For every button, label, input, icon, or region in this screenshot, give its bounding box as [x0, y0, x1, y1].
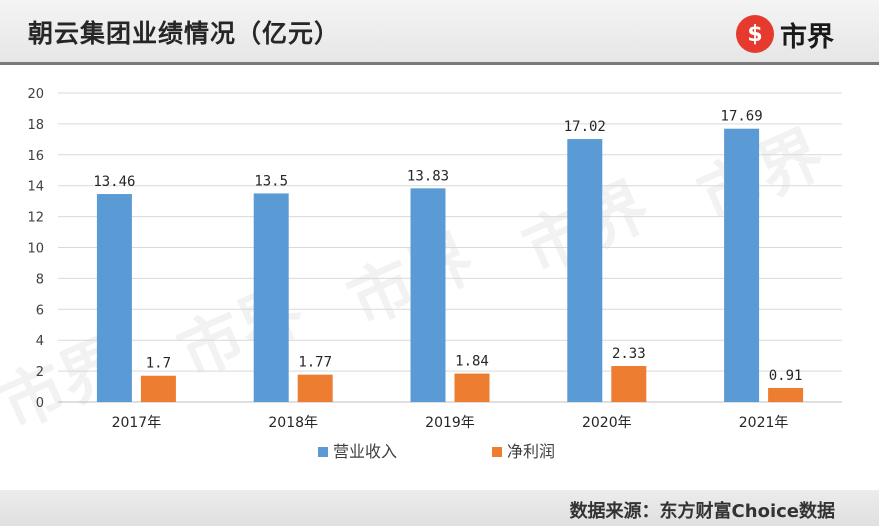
legend-swatch — [318, 447, 328, 457]
chart-legend: 营业收入 净利润 — [318, 442, 555, 461]
data-label: 0.91 — [769, 368, 803, 384]
bar-revenue — [724, 128, 760, 402]
legend-label: 净利润 — [507, 442, 555, 461]
watermark-text-1: 市界 — [168, 273, 315, 393]
data-label: 1.7 — [146, 356, 171, 372]
y-tick-label: 8 — [36, 272, 44, 287]
y-tick-label: 10 — [27, 242, 44, 257]
chart-gridlines — [58, 92, 842, 403]
bar-net-profit — [297, 374, 333, 402]
legend-label: 营业收入 — [333, 442, 397, 461]
y-axis-ticks: 0 2 4 6 8 10 12 14 16 18 20 — [27, 87, 44, 411]
chart-bars: 13.46 1.7 13.5 1.77 13.83 1.84 17.02 2.33 17.69 0… — [93, 109, 804, 402]
bar-net-profit — [768, 387, 804, 402]
y-tick-label: 2 — [36, 365, 44, 380]
watermark-text-4: 市界 — [688, 117, 835, 237]
x-tick-label: 2018年 — [268, 415, 318, 431]
y-tick-label: 12 — [27, 211, 44, 226]
data-label: 1.84 — [455, 354, 489, 370]
x-axis-labels: 2017年 2018年 2019年 2020年 2021年 — [112, 415, 789, 431]
data-label: 13.46 — [93, 174, 135, 190]
bar-revenue — [253, 193, 289, 402]
shijie-logo-icon: $ — [736, 15, 774, 53]
brand-logo: $ 市界 — [736, 14, 834, 54]
data-label: 13.83 — [407, 168, 449, 184]
data-label: 17.69 — [721, 109, 763, 125]
data-label: 1.77 — [298, 355, 332, 371]
bar-revenue — [96, 194, 132, 402]
x-tick-label: 2021年 — [739, 415, 789, 431]
chart-title: 朝云集团业绩情况（亿元） — [28, 19, 341, 48]
y-tick-label: 16 — [27, 149, 44, 164]
bar-revenue — [567, 139, 603, 402]
y-tick-label: 6 — [36, 303, 44, 318]
y-tick-label: 14 — [27, 180, 44, 195]
x-tick-label: 2020年 — [582, 415, 632, 431]
data-label: 17.02 — [564, 119, 606, 135]
bar-net-profit — [611, 366, 647, 402]
data-label: 13.5 — [254, 173, 288, 189]
y-tick-label: 20 — [27, 87, 44, 102]
brand-logo-text: 市界 — [780, 21, 834, 53]
header-divider — [0, 62, 879, 65]
data-label: 2.33 — [612, 346, 646, 362]
bar-net-profit — [140, 375, 176, 402]
x-tick-label: 2017年 — [112, 415, 162, 431]
bar-net-profit — [454, 373, 490, 402]
x-tick-label: 2019年 — [425, 415, 475, 431]
header-bar — [0, 0, 879, 64]
footer-bar: 数据来源：东方财富Choice数据 — [0, 490, 879, 526]
bar-revenue — [410, 188, 446, 402]
y-tick-label: 4 — [36, 334, 44, 349]
y-tick-label: 18 — [27, 118, 44, 133]
data-source-note: 数据来源：东方财富Choice数据 — [569, 501, 835, 522]
legend-swatch — [492, 447, 502, 457]
y-tick-label: 0 — [36, 396, 44, 411]
